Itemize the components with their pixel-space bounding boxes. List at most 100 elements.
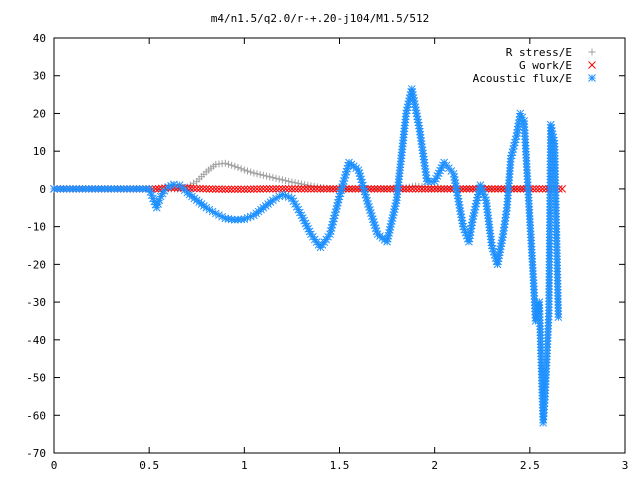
data-point <box>430 177 439 186</box>
data-point <box>247 168 255 176</box>
y-tick-label: -40 <box>26 334 46 347</box>
series-acoustic-flux-e <box>50 85 563 427</box>
data-point <box>307 185 315 193</box>
data-point <box>244 167 252 175</box>
data-point <box>240 166 248 174</box>
data-point <box>196 184 204 193</box>
data-point <box>310 185 318 193</box>
data-point <box>253 185 261 193</box>
data-point <box>228 161 236 169</box>
data-point <box>402 185 410 193</box>
y-tick-label: -10 <box>26 221 46 234</box>
data-point <box>294 185 303 193</box>
data-point <box>224 160 232 168</box>
data-point <box>272 174 280 182</box>
series-layer <box>50 85 567 427</box>
data-point <box>535 185 544 193</box>
data-point <box>275 185 284 193</box>
data-point <box>383 185 391 193</box>
data-point <box>532 185 541 193</box>
data-point <box>433 185 442 193</box>
data-point <box>275 175 283 183</box>
data-point <box>192 184 201 193</box>
data-point <box>376 185 385 193</box>
plot-frame <box>53 37 626 454</box>
y-tick-label: 40 <box>33 32 46 45</box>
data-point <box>215 185 223 194</box>
x-tick-label: 2.5 <box>520 459 540 472</box>
data-point <box>208 185 217 193</box>
data-point <box>297 185 306 193</box>
data-point <box>408 185 417 193</box>
x-tick-label: 0.5 <box>139 459 159 472</box>
data-point <box>405 185 414 193</box>
data-point <box>259 171 267 179</box>
y-tick-label: -60 <box>26 409 46 422</box>
data-point <box>221 185 230 194</box>
data-point <box>487 185 496 193</box>
y-tick-label: 30 <box>33 70 46 83</box>
y-tick-label: -50 <box>26 372 46 385</box>
data-point <box>269 174 277 182</box>
data-point <box>326 185 334 193</box>
data-point <box>491 185 499 193</box>
data-point <box>348 185 357 193</box>
data-point <box>303 185 312 193</box>
data-point <box>189 184 198 193</box>
x-tick-label: 3 <box>622 459 629 472</box>
legend-marker <box>588 74 596 82</box>
legend-marker <box>588 61 596 69</box>
data-point <box>465 185 474 193</box>
data-point <box>170 180 178 189</box>
legend-label: R stress/E <box>506 46 572 59</box>
data-point <box>411 185 420 193</box>
data-point <box>338 183 346 192</box>
data-point <box>278 176 286 184</box>
data-point <box>234 185 242 194</box>
data-point <box>262 185 271 193</box>
data-point <box>443 185 452 193</box>
data-point <box>440 185 449 193</box>
data-point <box>494 185 502 193</box>
data-point <box>205 185 214 193</box>
legend-marker <box>588 48 596 56</box>
data-point <box>202 185 211 193</box>
data-point <box>250 169 258 177</box>
x-tick-label: 1 <box>241 459 248 472</box>
data-point <box>199 184 207 193</box>
data-point <box>282 177 290 185</box>
data-point <box>554 313 563 322</box>
data-point <box>211 185 220 193</box>
y-tick-label: -30 <box>26 296 46 309</box>
data-point <box>427 185 436 193</box>
data-point <box>263 172 271 180</box>
data-point <box>301 181 309 189</box>
data-point <box>319 185 328 193</box>
data-point <box>414 118 423 127</box>
data-point <box>316 185 325 193</box>
data-point <box>221 159 229 167</box>
data-point <box>243 185 252 194</box>
data-point <box>281 185 290 193</box>
data-point <box>459 185 468 193</box>
data-point <box>386 223 395 231</box>
data-point <box>272 185 280 193</box>
data-point <box>256 171 264 179</box>
data-point <box>418 185 426 193</box>
data-point <box>288 178 296 186</box>
data-point <box>246 185 255 194</box>
axis-ticks: 0 0.5 1 1.5 2 2.5 3 40 30 20 10 0 -10 -20 -30 -40 -50 -60… <box>26 32 628 472</box>
data-point <box>259 185 268 193</box>
data-point <box>288 185 296 193</box>
data-point <box>266 173 274 181</box>
data-point <box>452 185 461 194</box>
data-point <box>256 185 265 193</box>
data-point <box>370 185 379 193</box>
data-point <box>313 185 322 193</box>
data-point <box>380 185 388 193</box>
legend-label: Acoustic flux/E <box>473 72 572 85</box>
data-point <box>516 185 525 193</box>
data-point <box>234 164 242 172</box>
